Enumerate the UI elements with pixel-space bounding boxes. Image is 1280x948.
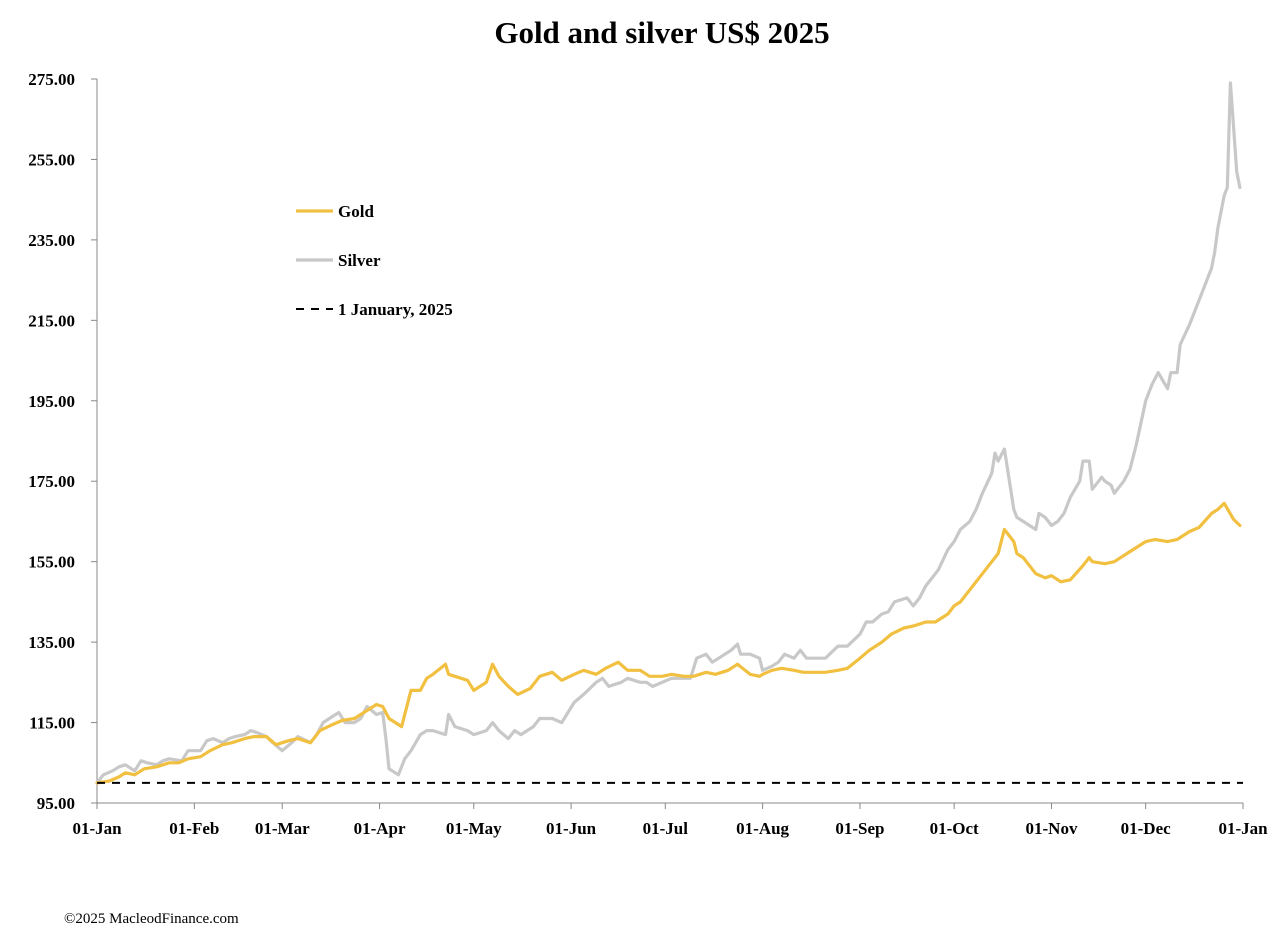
y-tick-label: 95.00 bbox=[37, 794, 75, 813]
silver-line bbox=[95, 81, 1242, 785]
gold-line bbox=[95, 501, 1242, 785]
chart-title: Gold and silver US$ 2025 bbox=[494, 15, 829, 50]
y-tick-label: 175.00 bbox=[28, 472, 75, 491]
x-tick-label: 01-Aug bbox=[736, 819, 789, 838]
series-layer bbox=[95, 81, 1243, 785]
x-tick-label: 01-Jan bbox=[72, 819, 122, 838]
x-tick-label: 01-Mar bbox=[255, 819, 310, 838]
y-tick-label: 135.00 bbox=[28, 633, 75, 652]
legend-label: Gold bbox=[338, 202, 374, 221]
y-tick-label: 215.00 bbox=[28, 311, 75, 330]
legend-label: 1 January, 2025 bbox=[338, 300, 453, 319]
y-tick-label: 115.00 bbox=[29, 714, 75, 733]
legend: Gold Silver 1 January, 2025 bbox=[296, 202, 453, 319]
copyright-credit: ©2025 MacleodFinance.com bbox=[64, 911, 239, 927]
x-tick-label: 01-Dec bbox=[1121, 819, 1171, 838]
legend-item-silver: Silver bbox=[296, 251, 381, 270]
y-axis: 95.00 115.00 135.00 155.00 175.00 195.00 215.0… bbox=[28, 70, 98, 813]
y-tick-label: 195.00 bbox=[28, 392, 75, 411]
legend-item-baseline: 1 January, 2025 bbox=[296, 300, 453, 319]
y-tick-label: 155.00 bbox=[28, 553, 75, 572]
x-tick-label: 01-Jan bbox=[1218, 819, 1268, 838]
x-tick-label: 01-Oct bbox=[930, 819, 979, 838]
y-tick-label: 235.00 bbox=[28, 231, 75, 250]
x-tick-label: 01-Nov bbox=[1026, 819, 1078, 838]
x-axis: 01-Jan 01-Feb 01-Mar 01-Apr 01-May 01-Jun 01-J… bbox=[72, 802, 1268, 838]
x-tick-label: 01-Sep bbox=[835, 819, 884, 838]
legend-label: Silver bbox=[338, 251, 381, 270]
x-tick-label: 01-Jul bbox=[643, 819, 689, 838]
x-tick-label: 01-Feb bbox=[169, 819, 219, 838]
x-tick-label: 01-May bbox=[446, 819, 502, 838]
legend-item-gold: Gold bbox=[296, 202, 374, 221]
x-tick-label: 01-Jun bbox=[546, 819, 597, 838]
y-tick-label: 255.00 bbox=[28, 150, 75, 169]
x-tick-label: 01-Apr bbox=[354, 819, 406, 838]
y-tick-label: 275.00 bbox=[28, 70, 75, 89]
